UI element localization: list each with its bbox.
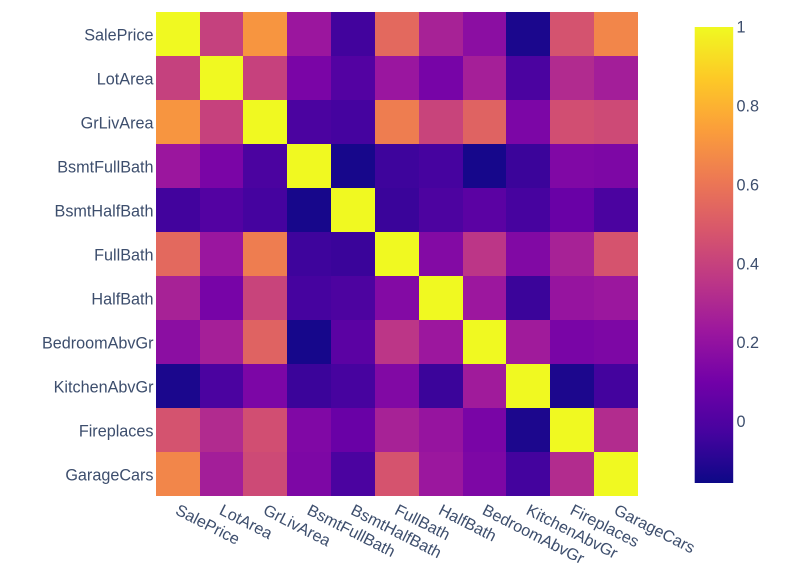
svg-text:0.8: 0.8 [737, 98, 760, 116]
svg-text:GarageCars: GarageCars [65, 467, 153, 485]
svg-text:HalfBath: HalfBath [91, 291, 153, 309]
svg-text:0.6: 0.6 [737, 176, 760, 194]
svg-text:BsmtHalfBath: BsmtHalfBath [55, 203, 154, 221]
svg-text:0.4: 0.4 [737, 255, 760, 273]
svg-text:1: 1 [737, 19, 746, 37]
svg-text:GrLivArea: GrLivArea [81, 115, 154, 133]
svg-text:FullBath: FullBath [94, 247, 153, 265]
svg-text:KitchenAbvGr: KitchenAbvGr [54, 379, 154, 397]
svg-text:SalePrice: SalePrice [84, 27, 153, 45]
svg-text:BedroomAbvGr: BedroomAbvGr [42, 335, 154, 353]
svg-text:0: 0 [737, 413, 746, 431]
svg-text:0.2: 0.2 [737, 334, 760, 352]
svg-text:Fireplaces: Fireplaces [79, 423, 154, 441]
svg-text:LotArea: LotArea [97, 71, 154, 89]
svg-text:BsmtFullBath: BsmtFullBath [57, 159, 153, 177]
